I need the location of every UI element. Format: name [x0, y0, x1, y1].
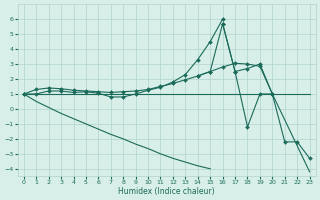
X-axis label: Humidex (Indice chaleur): Humidex (Indice chaleur) [118, 187, 215, 196]
